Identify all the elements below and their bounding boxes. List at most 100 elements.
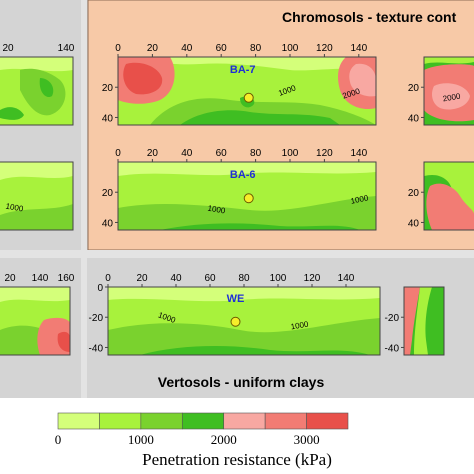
ba6-contour-mid (118, 196, 376, 230)
panel-left-top (0, 57, 73, 125)
legend-bin (57, 412, 100, 430)
x-tick-label-we: 60 (204, 273, 216, 284)
separator-mid (0, 250, 474, 258)
x-tick-label-ba-7: 100 (282, 43, 299, 54)
ba6-contour-light (118, 162, 376, 176)
left-middle-frame (0, 161, 74, 231)
probe-marker-ba-7 (243, 92, 254, 103)
contour-label-left-middle: 1000 (5, 202, 25, 214)
x-tick-label-we: 140 (338, 273, 355, 284)
left-middle-light (0, 162, 73, 180)
x-tick-label-left-top: 140 (58, 43, 75, 54)
x-tick-label-ba-6: 0 (115, 148, 121, 159)
x-tick-label-ba-6: 120 (316, 148, 333, 159)
x-tick-label-ba-7: 0 (115, 43, 121, 54)
panel-we (108, 287, 380, 355)
x-tick-label-ba-6: 40 (181, 148, 193, 159)
legend-bin (140, 412, 183, 430)
left-bottom-red-inner (57, 331, 70, 352)
x-tick-label-we: 40 (170, 273, 182, 284)
legend-bin (306, 412, 349, 430)
x-tick-label-left-bottom: 20 (4, 273, 16, 284)
legend-tick-label: 0 (55, 432, 62, 447)
legend-bin (223, 412, 266, 430)
x-tick-label-ba-6: 80 (250, 148, 262, 159)
we-contour-dark (140, 345, 370, 355)
panel-ba7 (118, 57, 376, 125)
ba6-frame (117, 161, 377, 231)
x-tick-label-ba-6: 60 (216, 148, 228, 159)
x-tick-label-ba-7: 40 (181, 43, 193, 54)
x-tick-label-ba-6: 100 (282, 148, 299, 159)
left-middle-mid (0, 204, 73, 230)
right-top-red-inner (432, 83, 470, 110)
ba7-contour-dark (180, 110, 340, 125)
right-middle-frame (423, 161, 474, 231)
right-bottom-frame (403, 286, 445, 356)
left-bottom-frame (0, 286, 71, 356)
right-bottom-red (404, 287, 420, 355)
x-tick-label-we: 80 (238, 273, 250, 284)
x-tick-label-ba-7: 20 (147, 43, 159, 54)
probe-marker-we (230, 316, 241, 327)
group-title-vertosols: Vertosols - uniform clays (158, 374, 325, 390)
ba7-frame (117, 56, 377, 126)
panel-label-we: WE (227, 293, 245, 305)
right-top-frame (423, 56, 474, 126)
panel-right-top (424, 57, 474, 125)
panel-right-bottom (404, 287, 444, 355)
x-tick-label-ba-6: 20 (147, 148, 159, 159)
legend-title: Penetration resistance (kPa) (142, 450, 332, 469)
probe-marker-ba-6 (243, 193, 254, 204)
y-tick-label-right-top: 40 (408, 113, 420, 124)
y-tick-label-ba-6: 20 (102, 188, 114, 199)
x-tick-label-ba-7: 80 (250, 43, 262, 54)
right-middle-red (426, 183, 474, 230)
we-contour-light (108, 287, 380, 302)
y-tick-label-right-bottom: -40 (385, 343, 400, 354)
ba6-contour-dark (160, 223, 360, 230)
contour-label-ba6: 1000 (350, 193, 370, 206)
x-tick-label-we: 20 (136, 273, 148, 284)
panel-label-ba-6: BA-6 (230, 169, 256, 181)
y-tick-label-ba-7: 40 (102, 113, 114, 124)
x-tick-label-ba-7: 140 (350, 43, 367, 54)
ba7-red-right-inner (349, 63, 376, 97)
y-tick-label-right-top: 20 (408, 83, 420, 94)
we-contour-mid (108, 318, 380, 355)
panel-left-middle (0, 162, 73, 230)
legend-bin (181, 412, 225, 430)
panel-left-bottom (0, 287, 70, 355)
y-tick-label-ba-7: 20 (102, 83, 114, 94)
legend-area (0, 398, 474, 474)
group-title-chromosols: Chromosols - texture cont (282, 9, 457, 25)
y-tick-label-right-middle: 40 (408, 218, 420, 229)
y-tick-label-we: -20 (89, 313, 104, 324)
y-tick-label-right-middle: 20 (408, 188, 420, 199)
left-top-dark2 (39, 78, 54, 98)
legend-layer: 0 1000 2000 3000 (55, 412, 349, 447)
x-tick-label-ba-7: 120 (316, 43, 333, 54)
legend-tick-label: 3000 (294, 432, 320, 447)
contour-label-we: 1000 (290, 319, 310, 331)
left-top-light (0, 57, 73, 72)
x-tick-label-ba-7: 60 (216, 43, 228, 54)
y-tick-label-we: 0 (97, 283, 103, 294)
legend-bin (264, 412, 307, 430)
separator-left (81, 0, 87, 398)
legend-tick-label: 1000 (128, 432, 154, 447)
x-tick-label-ba-6: 140 (350, 148, 367, 159)
y-tick-label-right-bottom: -20 (385, 313, 400, 324)
panel-right-middle (424, 162, 474, 230)
left-top-frame (0, 56, 74, 126)
left-top-dark (0, 107, 24, 120)
x-tick-label-we: 100 (270, 273, 287, 284)
legend-tick-label: 2000 (211, 432, 237, 447)
x-tick-label-left-top: 20 (2, 43, 14, 54)
right-bottom-light (414, 287, 432, 355)
x-tick-label-we: 120 (304, 273, 321, 284)
left-bottom-light (0, 287, 70, 302)
right-top-light (424, 57, 474, 64)
ba7-red-left-inner (123, 62, 163, 95)
